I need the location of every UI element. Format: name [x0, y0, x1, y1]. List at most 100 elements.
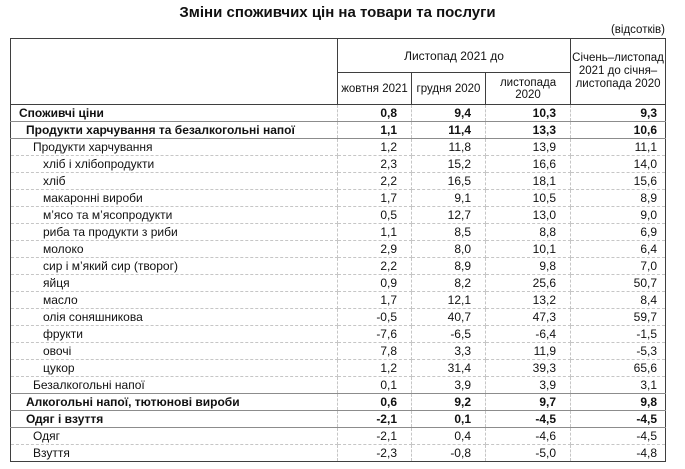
value-cell: 6,9: [570, 223, 667, 241]
table-row: хліб і хлібопродукти 2,3 15,2 16,6 14,0: [10, 155, 667, 173]
value-cell: 13,3: [485, 121, 572, 139]
row-label: яйця: [10, 274, 338, 292]
table-row: макаронні вироби 1,7 9,1 10,5 8,9: [10, 189, 667, 207]
value-cell: 8,5: [411, 223, 486, 241]
value-cell: 1,2: [337, 359, 412, 377]
value-cell: 0,8: [337, 104, 412, 122]
table-row: Продукти харчування та безалкогольні нап…: [10, 121, 667, 139]
table-row: яйця 0,9 8,2 25,6 50,7: [10, 274, 667, 292]
value-cell: 31,4: [411, 359, 486, 377]
value-cell: 11,8: [411, 138, 486, 156]
value-cell: 9,0: [570, 206, 667, 224]
value-cell: 10,5: [485, 189, 572, 207]
value-cell: -4,6: [485, 427, 572, 445]
table-row: Одяг і взуття -2,1 0,1 -4,5 -4,5: [10, 410, 667, 428]
column-header: грудня 2020: [411, 72, 486, 105]
table-row: Алкогольні напої, тютюнові вироби 0,6 9,2 9…: [10, 393, 667, 411]
value-cell: -4,5: [570, 427, 667, 445]
row-label: Взуття: [10, 444, 338, 462]
value-cell: 13,2: [485, 291, 572, 309]
value-cell: 3,9: [485, 376, 572, 394]
value-cell: -0,5: [337, 308, 412, 326]
column-header: листопада 2020: [484, 72, 572, 105]
row-label: фрукти: [10, 325, 338, 343]
value-cell: 0,1: [337, 376, 412, 394]
table-row: овочі 7,8 3,3 11,9 -5,3: [10, 342, 667, 360]
value-cell: 9,2: [411, 393, 486, 411]
row-label: хліб: [10, 172, 338, 190]
value-cell: -6,4: [485, 325, 572, 343]
row-label: Алкогольні напої, тютюнові вироби: [10, 393, 338, 411]
value-cell: 39,3: [485, 359, 572, 377]
row-label: риба та продукти з риби: [10, 223, 338, 241]
value-cell: 65,6: [570, 359, 667, 377]
value-cell: 59,7: [570, 308, 667, 326]
header-row-sub: жовтня 2021 грудня 2020 листопада 2020: [11, 72, 666, 105]
value-cell: 2,9: [337, 240, 412, 258]
value-cell: 2,2: [337, 257, 412, 275]
value-cell: 8,0: [411, 240, 486, 258]
value-cell: 9,4: [411, 104, 486, 122]
group-header: Листопад 2021 до: [336, 38, 572, 73]
row-label-header: [10, 38, 338, 105]
value-cell: 14,0: [570, 155, 667, 173]
value-cell: 10,3: [485, 104, 572, 122]
value-cell: -2,1: [337, 410, 412, 428]
value-cell: 25,6: [485, 274, 572, 292]
value-cell: 9,8: [485, 257, 572, 275]
table-row: молоко 2,9 8,0 10,1 6,4: [10, 240, 667, 258]
value-cell: 9,3: [570, 104, 667, 122]
row-label: Безалкогольні напої: [10, 376, 338, 394]
value-cell: -4,8: [570, 444, 667, 462]
value-cell: 7,0: [570, 257, 667, 275]
table-row: цукор 1,2 31,4 39,3 65,6: [10, 359, 667, 377]
value-cell: 11,4: [411, 121, 486, 139]
value-cell: -2,1: [337, 427, 412, 445]
value-cell: -5,3: [570, 342, 667, 360]
row-label: овочі: [10, 342, 338, 360]
value-cell: -7,6: [337, 325, 412, 343]
row-label: цукор: [10, 359, 338, 377]
value-cell: 18,1: [485, 172, 572, 190]
value-cell: 8,9: [411, 257, 486, 275]
column-header: жовтня 2021: [337, 72, 412, 105]
row-label: м’ясо та м’ясопродукти: [10, 206, 338, 224]
value-cell: 0,1: [411, 410, 486, 428]
value-cell: 3,9: [411, 376, 486, 394]
price-change-table: Листопад 2021 до Січень–листопад 2021 до…: [10, 38, 667, 462]
value-cell: 10,6: [570, 121, 667, 139]
table-row: хліб 2,2 16,5 18,1 15,6: [10, 172, 667, 190]
header-row-top: Листопад 2021 до Січень–листопад 2021 до…: [10, 38, 667, 105]
value-cell: 11,1: [570, 138, 667, 156]
row-label: макаронні вироби: [10, 189, 338, 207]
value-cell: 1,2: [337, 138, 412, 156]
value-cell: 1,7: [337, 189, 412, 207]
value-cell: 2,2: [337, 172, 412, 190]
value-cell: 50,7: [570, 274, 667, 292]
value-cell: 16,6: [485, 155, 572, 173]
value-cell: -4,5: [485, 410, 572, 428]
value-cell: 13,0: [485, 206, 572, 224]
value-cell: 1,7: [337, 291, 412, 309]
table-row: Споживчі ціни 0,8 9,4 10,3 9,3: [10, 104, 667, 122]
table-row: Продукти харчування 1,2 11,8 13,9 11,1: [10, 138, 667, 156]
row-label: олія соняшникова: [10, 308, 338, 326]
value-cell: 9,7: [485, 393, 572, 411]
row-label: Одяг: [10, 427, 338, 445]
value-cell: 40,7: [411, 308, 486, 326]
value-cell: 12,1: [411, 291, 486, 309]
row-label: Споживчі ціни: [10, 104, 338, 122]
value-cell: 1,1: [337, 121, 412, 139]
value-cell: 47,3: [485, 308, 572, 326]
value-cell: 2,3: [337, 155, 412, 173]
value-cell: 8,2: [411, 274, 486, 292]
table-row: м’ясо та м’ясопродукти 0,5 12,7 13,0 9,0: [10, 206, 667, 224]
row-label: Одяг і взуття: [10, 410, 338, 428]
value-cell: 8,9: [570, 189, 667, 207]
value-cell: 15,6: [570, 172, 667, 190]
row-label: Продукти харчування та безалкогольні нап…: [10, 121, 338, 139]
unit-note: (відсотків): [610, 24, 665, 36]
value-cell: -2,3: [337, 444, 412, 462]
value-cell: 0,6: [337, 393, 412, 411]
